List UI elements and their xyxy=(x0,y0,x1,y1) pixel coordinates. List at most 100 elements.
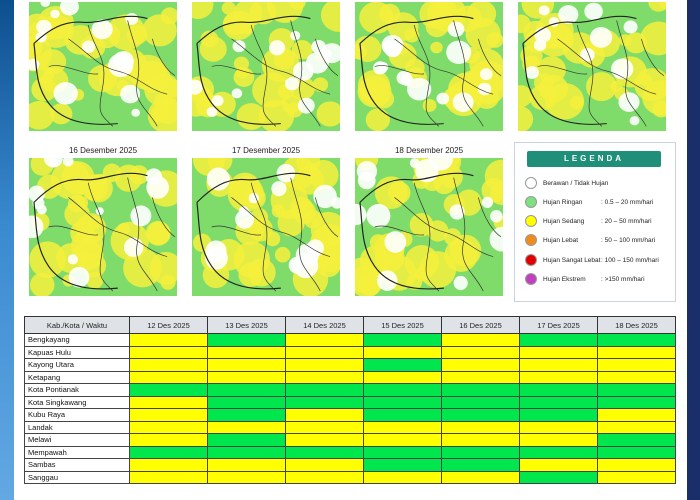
forecast-cell-hujan-sedang xyxy=(597,470,676,484)
forecast-cell-hujan-ringan xyxy=(597,383,676,397)
forecast-cell-hujan-sedang xyxy=(285,408,364,422)
legend-item: Hujan Ekstrem: >150 mm/hari xyxy=(525,272,681,286)
legend-color-swatch xyxy=(525,177,537,189)
forecast-cell-hujan-ringan xyxy=(519,445,598,459)
forecast-cell-hujan-sedang xyxy=(207,420,286,434)
forecast-cell-hujan-sedang xyxy=(519,458,598,472)
region-name-cell: Sambas xyxy=(24,458,130,472)
table-row: Landak xyxy=(24,420,676,434)
forecast-cell-hujan-ringan xyxy=(441,395,520,409)
forecast-cell-hujan-ringan xyxy=(597,445,676,459)
forecast-cell-hujan-sedang xyxy=(129,470,208,484)
legend-label: Hujan Sedang xyxy=(543,217,585,225)
forecast-cell-hujan-sedang xyxy=(597,370,676,384)
region-name-cell: Landak xyxy=(24,420,130,434)
forecast-cell-hujan-ringan xyxy=(363,395,442,409)
forecast-cell-hujan-sedang xyxy=(441,470,520,484)
legend-range: : 50 – 100 mm/hari xyxy=(601,236,656,244)
legend-range: : 20 – 50 mm/hari xyxy=(601,217,652,225)
region-name-cell: Kota Singkawang xyxy=(24,395,130,409)
forecast-cell-hujan-ringan xyxy=(285,395,364,409)
forecast-cell-hujan-sedang xyxy=(519,420,598,434)
forecast-table: Kab./Kota / Waktu 12 Des 2025 13 Des 2025 1… xyxy=(24,316,676,484)
forecast-cell-hujan-ringan xyxy=(363,408,442,422)
legend-item: Hujan Ringan : 0.5 – 20 mm/hari xyxy=(525,195,681,209)
forecast-cell-hujan-sedang xyxy=(129,358,208,372)
region-name-cell: Kota Pontianak xyxy=(24,383,130,397)
forecast-cell-hujan-sedang xyxy=(285,458,364,472)
table-row: Kayong Utara xyxy=(24,358,676,372)
forecast-cell-hujan-ringan xyxy=(363,383,442,397)
forecast-cell-hujan-ringan xyxy=(129,445,208,459)
region-name-cell: Mempawah xyxy=(24,445,130,459)
forecast-cell-hujan-sedang xyxy=(207,358,286,372)
rain-forecast-map-16: 16 Desember 2025 xyxy=(26,142,180,300)
map-date-title: 16 Desember 2025 xyxy=(68,146,138,155)
forecast-cell-hujan-sedang xyxy=(285,345,364,359)
forecast-cell-hujan-ringan xyxy=(441,458,520,472)
forecast-cell-hujan-sedang xyxy=(285,420,364,434)
table-row: Kota Pontianak xyxy=(24,383,676,397)
forecast-cell-hujan-sedang xyxy=(129,345,208,359)
legend-title: LEGENDA xyxy=(527,151,661,167)
forecast-cell-hujan-sedang xyxy=(363,345,442,359)
column-header-date: 13 Des 2025 xyxy=(207,316,286,334)
forecast-cell-hujan-sedang xyxy=(519,345,598,359)
forecast-cell-hujan-sedang xyxy=(129,420,208,434)
forecast-cell-hujan-sedang xyxy=(441,420,520,434)
forecast-cell-hujan-ringan xyxy=(207,333,286,347)
region-name-cell: Kayong Utara xyxy=(24,358,130,372)
legend-color-swatch xyxy=(525,234,537,246)
legend-label: Hujan Sangat Lebat xyxy=(543,256,601,264)
forecast-cell-hujan-sedang xyxy=(285,370,364,384)
forecast-cell-hujan-ringan xyxy=(363,333,442,347)
forecast-cell-hujan-ringan xyxy=(207,408,286,422)
forecast-cell-hujan-sedang xyxy=(441,333,520,347)
forecast-cell-hujan-sedang xyxy=(363,433,442,447)
forecast-cell-hujan-sedang xyxy=(597,420,676,434)
forecast-cell-hujan-sedang xyxy=(363,370,442,384)
rain-forecast-map-17: 17 Desember 2025 xyxy=(189,142,343,300)
table-row: Kubu Raya xyxy=(24,408,676,422)
forecast-cell-hujan-sedang xyxy=(129,433,208,447)
legend-item: Hujan Lebat: 50 – 100 mm/hari xyxy=(525,233,681,247)
column-header-date: 18 Des 2025 xyxy=(597,316,676,334)
table-header-row: Kab./Kota / Waktu 12 Des 2025 13 Des 2025 1… xyxy=(24,316,676,334)
table-row: Sanggau xyxy=(24,470,676,484)
forecast-cell-hujan-sedang xyxy=(207,370,286,384)
legend-color-swatch xyxy=(525,215,537,227)
forecast-cell-hujan-sedang xyxy=(441,433,520,447)
map-date-title: 18 Desember 2025 xyxy=(394,146,464,155)
forecast-cell-hujan-ringan xyxy=(441,445,520,459)
forecast-cell-hujan-sedang xyxy=(597,458,676,472)
table-row: Melawi xyxy=(24,433,676,447)
legend-label: Berawan / Tidak Hujan xyxy=(543,179,609,187)
forecast-cell-hujan-ringan xyxy=(441,383,520,397)
forecast-cell-hujan-sedang xyxy=(597,345,676,359)
rainfall-map-image xyxy=(355,2,503,131)
legend-color-swatch xyxy=(525,254,537,266)
region-name-cell: Ketapang xyxy=(24,370,130,384)
right-stripe xyxy=(686,0,700,500)
legend-range: : 0.5 – 20 mm/hari xyxy=(601,198,654,206)
forecast-cell-hujan-ringan xyxy=(441,408,520,422)
forecast-cell-hujan-ringan xyxy=(597,395,676,409)
legend-range: : 100 – 150 mm/hari xyxy=(601,256,659,264)
forecast-cell-hujan-ringan xyxy=(207,395,286,409)
legend-item: Berawan / Tidak Hujan xyxy=(525,176,608,190)
forecast-cell-hujan-ringan xyxy=(207,433,286,447)
region-name-cell: Kubu Raya xyxy=(24,408,130,422)
forecast-cell-hujan-ringan xyxy=(519,395,598,409)
region-name-cell: Melawi xyxy=(24,433,130,447)
forecast-cell-hujan-sedang xyxy=(519,433,598,447)
rainfall-map-image xyxy=(355,158,503,296)
forecast-cell-hujan-ringan xyxy=(519,383,598,397)
forecast-cell-hujan-ringan xyxy=(363,358,442,372)
forecast-cell-hujan-ringan xyxy=(285,445,364,459)
rainfall-map-image xyxy=(29,2,177,131)
forecast-cell-hujan-sedang xyxy=(285,470,364,484)
forecast-cell-hujan-sedang xyxy=(129,458,208,472)
forecast-cell-hujan-sedang xyxy=(441,370,520,384)
column-header-date: 16 Des 2025 xyxy=(441,316,520,334)
legend-label: Hujan Ringan xyxy=(543,198,583,206)
